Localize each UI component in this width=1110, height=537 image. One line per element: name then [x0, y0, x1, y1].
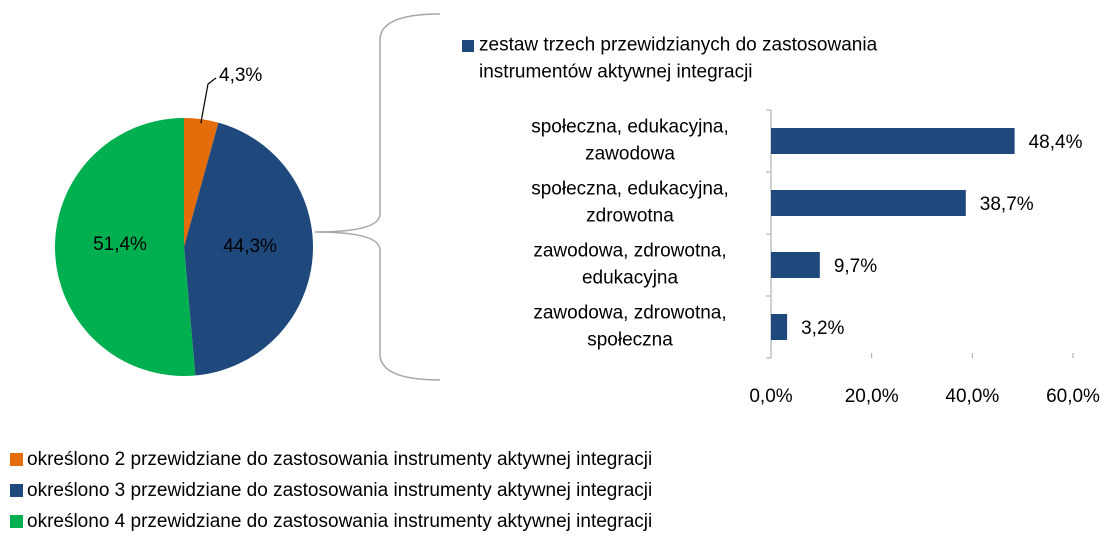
category-label: zawodowa, zdrowotna, edukacyjna: [533, 241, 726, 289]
legend-label: zestaw trzech przewidzianych do zastosow…: [479, 35, 878, 83]
bar: [771, 190, 966, 216]
value-label: 38,7%: [980, 194, 1034, 215]
legend-swatch: [10, 515, 23, 528]
legend-swatch: [10, 453, 23, 466]
x-tick-label: 60,0%: [1046, 386, 1100, 407]
value-label: 48,4%: [1029, 132, 1083, 153]
category-label: społeczna, edukacyjna, zdrowotna: [531, 179, 729, 227]
legend-swatch: [462, 40, 474, 52]
category-label: społeczna, edukacyjna, zawodowa: [531, 117, 729, 165]
legend-swatch: [10, 484, 23, 497]
bar: [771, 128, 1015, 154]
pie-slice: [184, 118, 219, 247]
x-tick-label: 20,0%: [845, 386, 899, 407]
legend-label: określono 2 przewidziane do zastosowania…: [27, 449, 652, 470]
bracket: [314, 13, 441, 381]
legend-label: określono 3 przewidziane do zastosowania…: [27, 480, 652, 501]
bar: [771, 314, 788, 340]
x-tick-label: 0,0%: [749, 386, 792, 407]
pie-label: 4,3%: [219, 65, 262, 86]
pie-slice: [184, 122, 313, 376]
category-label: zawodowa, zdrowotna, społeczna: [533, 303, 726, 351]
value-label: 9,7%: [834, 256, 877, 277]
legend-label: określono 4 przewidziane do zastosowania…: [27, 511, 652, 532]
value-label: 3,2%: [801, 318, 844, 339]
bar: [771, 252, 820, 278]
x-tick-label: 40,0%: [945, 386, 999, 407]
pie-label: 44,3%: [223, 236, 277, 257]
leader-line: [200, 77, 217, 124]
pie-label: 51,4%: [93, 234, 147, 255]
pie-slice: [55, 118, 196, 376]
